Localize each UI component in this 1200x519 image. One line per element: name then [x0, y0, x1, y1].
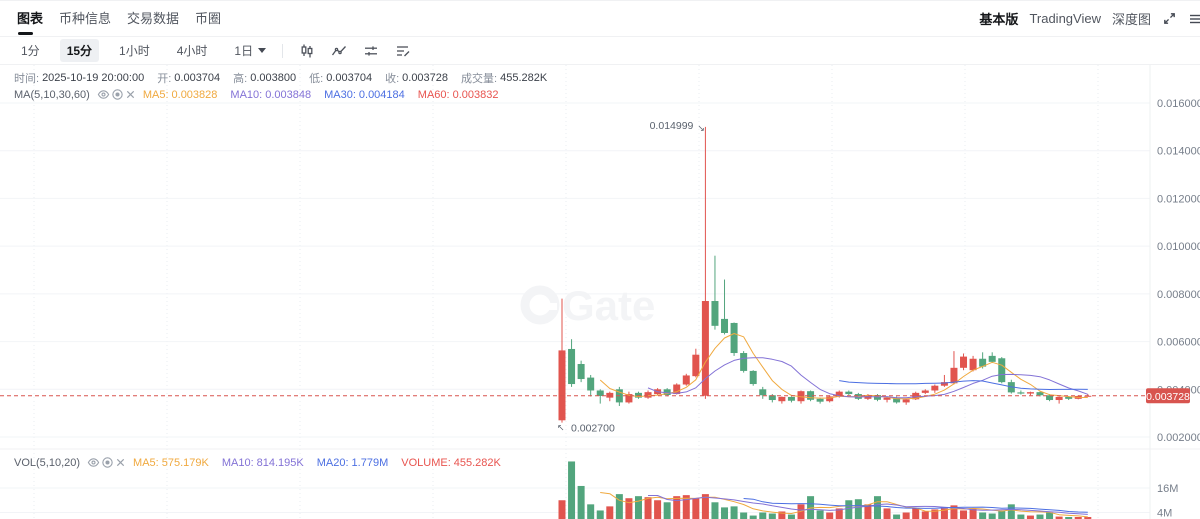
svg-text:0.002000: 0.002000	[1157, 432, 1200, 444]
svg-text:4M: 4M	[1157, 508, 1172, 519]
eye-icon[interactable]	[97, 88, 110, 101]
svg-text:16M: 16M	[1157, 483, 1178, 495]
price-volume-chart[interactable]: Gate 0.016000 0.014000 0.012000 0.010000 0.00…	[0, 65, 1200, 519]
volume-label: 成交量:	[461, 70, 497, 86]
low-annotation: ↖ 0.002700	[557, 422, 615, 434]
high-annotation: 0.014999↘	[650, 120, 705, 133]
ma-legend-row: MA(5,10,30,60) MA5:0.003828 MA10:0.00384…	[14, 88, 498, 101]
vol-indicator-title: VOL(5,10,20)	[14, 457, 80, 469]
svg-text:0.006000: 0.006000	[1157, 337, 1200, 349]
svg-text:0.014000: 0.014000	[1157, 146, 1200, 158]
vol-ma5-legend: MA5:575.179K	[133, 457, 209, 469]
time-label: 时间:	[14, 70, 39, 86]
svg-text:Gate: Gate	[562, 282, 655, 329]
svg-text:0.012000: 0.012000	[1157, 193, 1200, 205]
volume-value: 455.282K	[500, 72, 547, 84]
ma30-legend: MA30:0.004184	[324, 89, 405, 101]
candlesticks	[559, 127, 1092, 423]
timeframe-4h[interactable]: 4小时	[170, 39, 215, 62]
active-tab-indicator	[18, 32, 33, 35]
view-tradingview-button[interactable]: TradingView	[1029, 11, 1101, 26]
high-label: 高:	[233, 70, 247, 86]
svg-text:0.016000: 0.016000	[1157, 98, 1200, 110]
tab-coin-circle[interactable]: 币圈	[193, 1, 223, 36]
close-icon[interactable]	[115, 457, 126, 468]
target-icon[interactable]	[101, 456, 114, 469]
tab-chart[interactable]: 图表	[15, 1, 45, 36]
tab-trading-data[interactable]: 交易数据	[125, 1, 181, 36]
svg-text:0.008000: 0.008000	[1157, 289, 1200, 301]
eye-icon[interactable]	[87, 456, 100, 469]
timeframe-1m[interactable]: 1分	[14, 39, 47, 62]
current-volume-legend: VOLUME:455.282K	[401, 457, 501, 469]
svg-text:0.002700: 0.002700	[571, 422, 615, 434]
ma-indicator-title: MA(5,10,30,60)	[14, 89, 90, 101]
toolbar-divider	[282, 44, 283, 58]
high-value: 0.003800	[250, 72, 296, 84]
chart-tab-bar: 图表 币种信息 交易数据 币圈 基本版 TradingView 深度图	[0, 1, 1200, 37]
current-price-badge: 0.003728	[1146, 388, 1190, 403]
gate-watermark: Gate	[525, 282, 655, 329]
close-icon[interactable]	[125, 89, 136, 100]
chart-area: Gate 0.016000 0.014000 0.012000 0.010000 0.00…	[0, 65, 1200, 519]
view-basic-button[interactable]: 基本版	[979, 9, 1018, 28]
chevron-down-icon	[258, 48, 266, 53]
svg-text:0.010000: 0.010000	[1157, 241, 1200, 253]
candlestick-chart-icon[interactable]	[299, 43, 315, 59]
vol-ma10-legend: MA10:814.195K	[222, 457, 304, 469]
view-switch-group: 基本版 TradingView 深度图	[979, 9, 1194, 28]
ma5-legend: MA5:0.003828	[143, 89, 218, 101]
timeframe-1d[interactable]: 1日	[227, 39, 253, 62]
menu-icon[interactable]	[1188, 12, 1200, 26]
timeframe-15m[interactable]: 15分	[60, 39, 99, 62]
open-value: 0.003704	[174, 72, 220, 84]
timeframe-1h[interactable]: 1小时	[112, 39, 157, 62]
svg-text:↘: ↘	[697, 123, 705, 133]
timeframe-toolbar: 1分 15分 1小时 4小时 1日	[0, 37, 1200, 65]
tab-coin-info[interactable]: 币种信息	[57, 1, 113, 36]
view-depth-button[interactable]: 深度图	[1112, 9, 1151, 28]
svg-text:0.014999: 0.014999	[650, 120, 694, 132]
tab-chart-label: 图表	[17, 11, 43, 26]
low-label: 低:	[309, 70, 323, 86]
ohlc-info-row: 时间:2025-10-19 20:00:00 开:0.003704 高:0.00…	[14, 70, 547, 86]
target-icon[interactable]	[111, 88, 124, 101]
tab-group: 图表 币种信息 交易数据 币圈	[15, 1, 223, 36]
chart-tool-icons	[299, 43, 411, 59]
svg-text:0.003728: 0.003728	[1146, 391, 1190, 403]
open-label: 开:	[157, 70, 171, 86]
drawing-list-icon[interactable]	[395, 43, 411, 59]
timeframe-1d-dropdown[interactable]: 1日	[227, 39, 266, 62]
time-value: 2025-10-19 20:00:00	[42, 72, 144, 84]
close-label: 收:	[385, 70, 399, 86]
ma10-legend: MA10:0.003848	[230, 89, 311, 101]
low-value: 0.003704	[326, 72, 372, 84]
ma60-legend: MA60:0.003832	[418, 89, 499, 101]
line-chart-icon[interactable]	[331, 43, 347, 59]
svg-text:↖: ↖	[557, 422, 565, 432]
fullscreen-icon[interactable]	[1162, 11, 1177, 26]
vol-legend-row: VOL(5,10,20) MA5:575.179K MA10:814.195K …	[14, 456, 501, 469]
close-value: 0.003728	[402, 72, 448, 84]
indicator-settings-icon[interactable]	[363, 43, 379, 59]
vol-ma20-legend: MA20:1.779M	[317, 457, 389, 469]
